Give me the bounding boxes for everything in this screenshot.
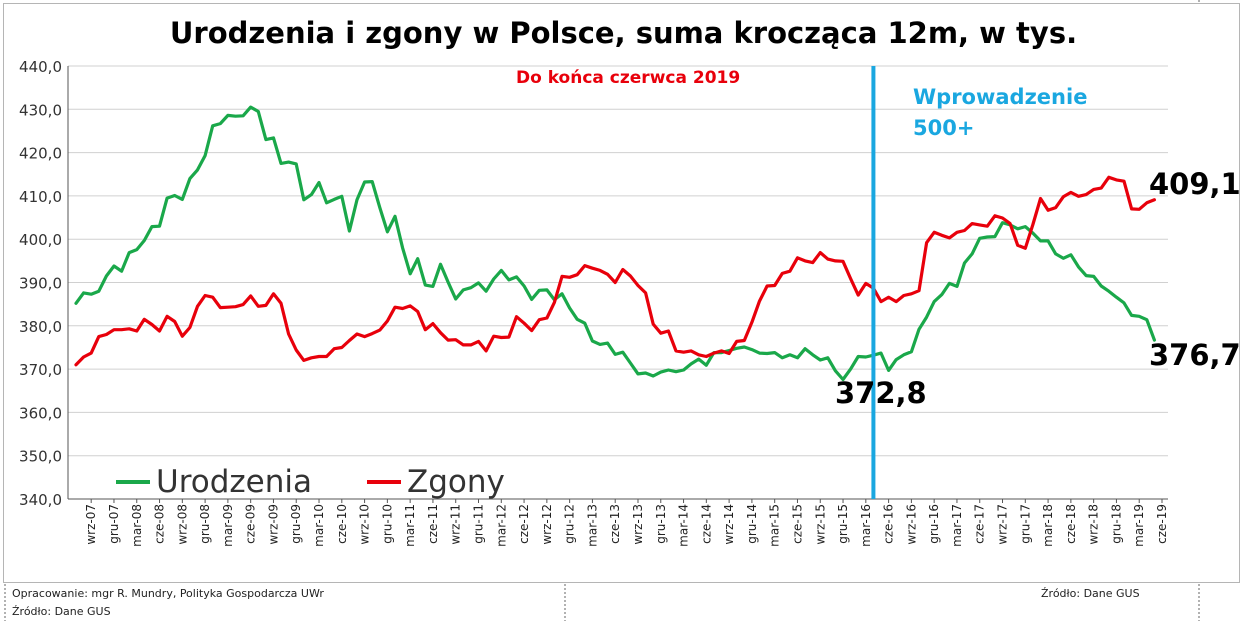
x-tick-label: gru-15 [836, 504, 850, 544]
x-tick-label: cze-10 [335, 504, 349, 544]
y-tick-label: 400,0 [19, 231, 62, 249]
y-tick-label: 410,0 [19, 188, 62, 206]
x-tick-label: mar-17 [950, 504, 964, 547]
x-tick-label: wrz-14 [722, 504, 736, 545]
x-tick-label: gru-14 [745, 504, 759, 544]
x-tick-label: gru-09 [289, 504, 303, 544]
x-tick-label: mar-10 [312, 504, 326, 547]
footer-source-right: Źródło: Dane GUS [1041, 587, 1140, 600]
x-tick-label: cze-12 [517, 504, 531, 544]
x-tick-label: wrz-07 [84, 504, 98, 545]
x-tick-label: wrz-09 [266, 504, 280, 545]
x-tick-label: cze-17 [973, 504, 987, 544]
x-tick-label: wrz-08 [175, 504, 189, 545]
legend-swatch-zgony [367, 480, 401, 484]
x-tick-label: mar-13 [585, 504, 599, 547]
chart-border [3, 3, 1240, 583]
x-tick-label: wrz-15 [813, 504, 827, 545]
footer-author: Opracowanie: mgr R. Mundry, Polityka Gos… [12, 587, 324, 600]
x-axis-ticks: wrz-07 gru-07 mar-08 cze-08 wrz-08 gru-08 mar-… [84, 499, 1169, 547]
point-label-372: 372,8 [835, 376, 927, 410]
x-tick-label: wrz-16 [904, 504, 918, 545]
y-tick-label: 380,0 [19, 318, 62, 336]
x-tick-label: gru-17 [1018, 504, 1032, 544]
annotation-label-line2: 500+ [913, 116, 975, 140]
point-label-409: 409,1 [1149, 167, 1241, 201]
x-tick-label: cze-11 [426, 504, 440, 544]
x-tick-label: mar-09 [221, 504, 235, 547]
x-tick-label: wrz-11 [449, 504, 463, 545]
legend-label-urodzenia: Urodzenia [156, 464, 312, 500]
y-tick-label: 360,0 [19, 404, 62, 422]
y-tick-label: 340,0 [19, 491, 62, 509]
annotation-label-line1: Wprowadzenie [913, 85, 1088, 109]
y-tick-label: 350,0 [19, 448, 62, 466]
x-tick-label: mar-08 [130, 504, 144, 547]
y-tick-label: 390,0 [19, 275, 62, 293]
x-tick-label: mar-16 [859, 504, 873, 547]
y-tick-label: 440,0 [19, 58, 62, 76]
footer-source-left: Źródło: Dane GUS [12, 605, 111, 618]
y-axis-ticks: 340,0 350,0 360,0 370,0 380,0 390,0 400,0 410,0… [19, 58, 62, 509]
x-tick-label: mar-12 [494, 504, 508, 547]
x-tick-label: gru-16 [927, 504, 941, 544]
y-tick-label: 430,0 [19, 101, 62, 119]
x-tick-label: cze-16 [882, 504, 896, 544]
x-tick-label: cze-19 [1155, 504, 1169, 544]
x-tick-label: wrz-18 [1087, 504, 1101, 545]
x-tick-label: cze-15 [790, 504, 804, 544]
chart-title: Urodzenia i zgony w Polsce, suma krocząc… [169, 16, 1078, 50]
x-tick-label: mar-18 [1041, 504, 1055, 547]
x-tick-label: cze-08 [153, 504, 167, 544]
series-line-zgony [74, 175, 1157, 367]
x-tick-label: cze-09 [244, 504, 258, 544]
series-line-urodzenia [74, 105, 1157, 382]
x-tick-label: gru-07 [107, 504, 121, 544]
x-tick-label: mar-11 [403, 504, 417, 547]
x-tick-label: mar-14 [677, 504, 691, 547]
x-tick-label: gru-12 [563, 504, 577, 544]
point-label-376: 376,7 [1149, 338, 1241, 372]
x-tick-label: mar-15 [768, 504, 782, 547]
x-tick-label: wrz-13 [631, 504, 645, 545]
x-tick-label: gru-11 [472, 504, 486, 544]
x-tick-label: cze-14 [699, 504, 713, 544]
legend-swatch-urodzenia [116, 480, 150, 484]
x-tick-label: wrz-17 [996, 504, 1010, 545]
legend-item-zgony: Zgony [367, 462, 505, 502]
y-tick-label: 420,0 [19, 145, 62, 163]
x-tick-label: wrz-12 [540, 504, 554, 545]
legend-item-urodzenia: Urodzenia [116, 462, 312, 502]
y-tick-label: 370,0 [19, 361, 62, 379]
chart-subtitle: Do końca czerwca 2019 [516, 68, 741, 88]
x-tick-label: gru-10 [380, 504, 394, 544]
x-tick-label: mar-19 [1132, 504, 1146, 547]
x-tick-label: cze-13 [608, 504, 622, 544]
gridlines [67, 65, 1168, 500]
x-tick-label: gru-13 [654, 504, 668, 544]
x-tick-label: wrz-10 [358, 504, 372, 545]
x-tick-label: gru-08 [198, 504, 212, 544]
x-tick-label: cze-18 [1064, 504, 1078, 544]
legend-label-zgony: Zgony [407, 464, 505, 500]
series-lines [74, 105, 1157, 382]
x-tick-label: gru-18 [1109, 504, 1123, 544]
